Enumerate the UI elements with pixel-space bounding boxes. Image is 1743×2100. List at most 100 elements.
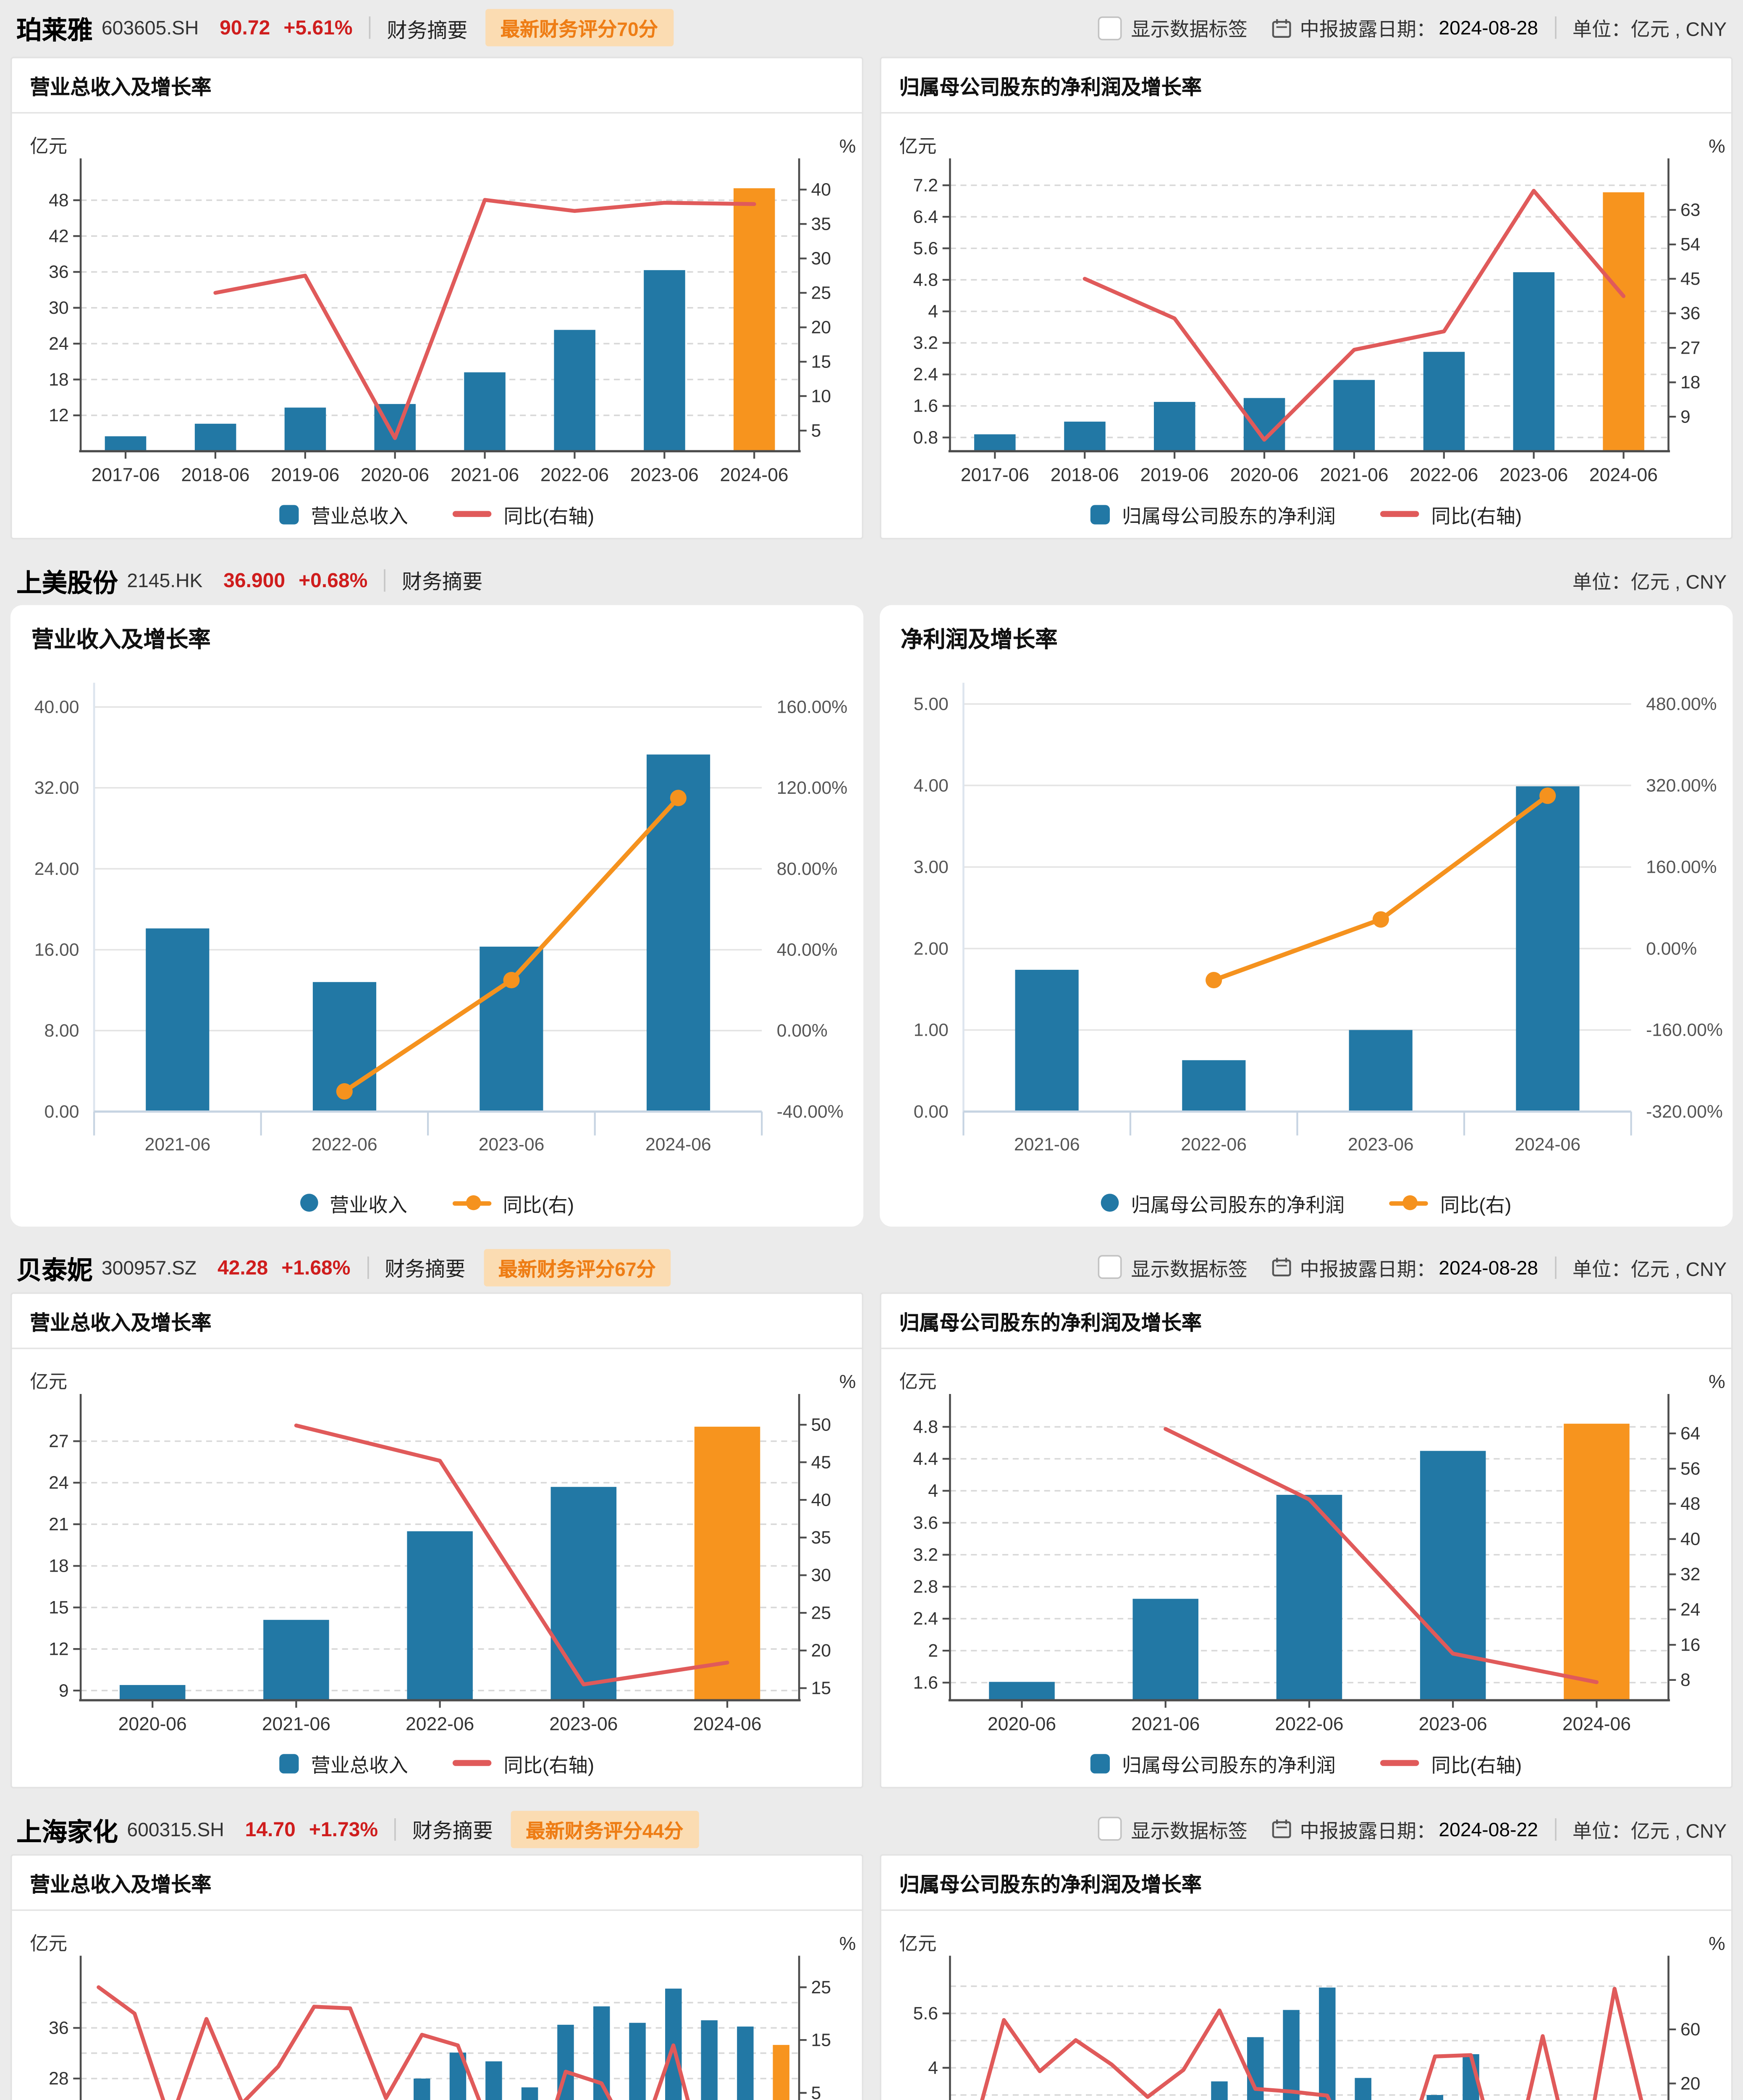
svg-text:2021-06: 2021-06	[145, 1134, 211, 1155]
legend-bar-series[interactable]: 营业收入	[299, 1189, 407, 1217]
legend-bar-series[interactable]: 归属母公司股东的净利润	[1101, 1189, 1345, 1217]
bar-series-marker	[279, 504, 299, 524]
svg-text:2024-06: 2024-06	[693, 1714, 761, 1734]
divider	[394, 1817, 396, 1840]
line-series-marker	[452, 1195, 491, 1210]
company-block: 上美股份 2145.HK 36.900 +0.68% 财务摘要 单位：亿元 , …	[10, 556, 1733, 1227]
svg-text:0.00: 0.00	[44, 1102, 79, 1122]
calendar-icon	[1272, 1257, 1292, 1277]
svg-text:25: 25	[811, 283, 831, 303]
show-data-labels-label: 显示数据标签	[1131, 1819, 1248, 1842]
legend-line-series[interactable]: 同比(右轴)	[453, 1749, 594, 1777]
show-data-labels-checkbox[interactable]	[1098, 1816, 1122, 1841]
chart-title: 净利润及增长率	[901, 627, 1058, 653]
svg-text:2020-06: 2020-06	[988, 1714, 1056, 1734]
svg-text:2018-06: 2018-06	[1051, 465, 1119, 485]
disclosure-date-label: 中报披露日期：	[1300, 18, 1436, 41]
svg-text:亿元: 亿元	[899, 1933, 936, 1954]
company-block: 上海家化 600315.SH 14.70 +1.73% 财务摘要 最新财务评分4…	[10, 1805, 1733, 2100]
financial-summary-link[interactable]: 财务摘要	[402, 570, 483, 593]
legend-bar-series[interactable]: 营业总收入	[279, 500, 408, 528]
svg-text:27: 27	[49, 1431, 68, 1452]
svg-text:4.8: 4.8	[913, 270, 938, 290]
line-series-marker	[453, 511, 492, 517]
disclosure-date-label: 中报披露日期：	[1300, 1819, 1436, 1842]
chart-legend: 归属母公司股东的净利润 同比(右)	[880, 1182, 1733, 1224]
svg-text:亿元: 亿元	[30, 1372, 67, 1392]
svg-text:160.00%: 160.00%	[777, 697, 847, 717]
svg-text:21: 21	[49, 1514, 68, 1534]
svg-text:3.00: 3.00	[914, 857, 949, 877]
legend-line-series[interactable]: 同比(右轴)	[1380, 500, 1522, 528]
svg-text:2022-06: 2022-06	[540, 465, 609, 485]
bar-series-label: 归属母公司股东的净利润	[1122, 504, 1336, 527]
legend-line-series[interactable]: 同比(右轴)	[453, 500, 594, 528]
divider	[1554, 16, 1556, 39]
svg-text:2020-06: 2020-06	[118, 1714, 187, 1734]
svg-text:1.6: 1.6	[913, 1672, 938, 1693]
svg-text:42: 42	[49, 226, 68, 246]
chart-title: 归属母公司股东的净利润及增长率	[881, 1294, 1731, 1349]
company-name: 贝泰妮	[16, 1255, 93, 1284]
svg-text:2021-06: 2021-06	[1014, 1134, 1080, 1155]
svg-text:15: 15	[811, 1678, 831, 1698]
financial-summary-link[interactable]: 财务摘要	[412, 1819, 493, 1843]
legend-line-series[interactable]: 同比(右)	[452, 1189, 574, 1217]
svg-text:18: 18	[1680, 373, 1700, 393]
legend-bar-series[interactable]: 营业总收入	[279, 1749, 408, 1777]
financial-score-badge[interactable]: 最新财务评分44分	[511, 1810, 699, 1848]
svg-text:40: 40	[811, 1490, 831, 1510]
svg-text:2021-06: 2021-06	[451, 465, 519, 485]
company-header: 上美股份 2145.HK 36.900 +0.68% 财务摘要 单位：亿元 , …	[10, 556, 1733, 604]
svg-text:2.4: 2.4	[913, 365, 938, 385]
svg-text:2: 2	[928, 1641, 938, 1661]
bar-series-marker	[1090, 1753, 1110, 1773]
financial-score-badge[interactable]: 最新财务评分70分	[485, 9, 673, 47]
financial-score-badge[interactable]: 最新财务评分67分	[483, 1248, 671, 1286]
line-series-label: 同比(右轴)	[503, 504, 595, 527]
chart-legend: 营业总收入 同比(右轴)	[12, 493, 862, 535]
svg-text:18: 18	[49, 1556, 68, 1576]
svg-text:2021-06: 2021-06	[1320, 465, 1388, 485]
financial-summary-link[interactable]: 财务摘要	[385, 1258, 466, 1281]
svg-text:80.00%: 80.00%	[777, 859, 838, 879]
show-data-labels-checkbox[interactable]	[1098, 16, 1122, 40]
show-data-labels-checkbox[interactable]	[1098, 1255, 1122, 1279]
bar-series-marker	[299, 1194, 318, 1212]
svg-text:6.4: 6.4	[913, 207, 938, 227]
unit-label: 单位：亿元 , CNY	[1572, 1257, 1727, 1280]
legend-line-series[interactable]: 同比(右轴)	[1380, 1749, 1522, 1777]
chart-panel-right: 归属母公司股东的净利润及增长率 1.6 2 2.4 2.8 3.2 3.6 4 4.4 4.8 8…	[880, 1292, 1733, 1789]
svg-text:4: 4	[928, 1481, 938, 1501]
bar-series-label: 归属母公司股东的净利润	[1122, 1753, 1336, 1776]
stock-price: 14.70	[245, 1817, 296, 1840]
stock-change-percent: +1.68%	[281, 1255, 351, 1278]
svg-text:9: 9	[1680, 407, 1691, 427]
legend-line-series[interactable]: 同比(右)	[1389, 1189, 1512, 1217]
svg-text:40.00%: 40.00%	[777, 940, 838, 960]
bar-line-chart: 0.8 1.6 2.4 3.2 4 4.8 5.6 6.4 7.2 9 18 27 36 45 54 63 亿元…	[899, 136, 1725, 486]
svg-text:1.00: 1.00	[914, 1020, 949, 1040]
calendar-icon	[1272, 18, 1292, 37]
chart-panel-right: 归属母公司股东的净利润及增长率 0.82.445.6-60-202060亿元%2…	[880, 1854, 1733, 2100]
svg-text:-160.00%: -160.00%	[1646, 1020, 1723, 1040]
legend-bar-series[interactable]: 归属母公司股东的净利润	[1090, 500, 1336, 528]
svg-text:40: 40	[1680, 1529, 1700, 1549]
svg-text:4.4: 4.4	[913, 1449, 938, 1469]
divider	[1554, 1255, 1556, 1278]
line-series-label: 同比(右)	[1440, 1193, 1512, 1215]
svg-text:2017-06: 2017-06	[961, 465, 1029, 485]
company-code: 603605.SH	[101, 16, 199, 39]
svg-text:25: 25	[811, 1603, 831, 1623]
svg-text:35: 35	[811, 1528, 831, 1548]
financial-summary-link[interactable]: 财务摘要	[387, 18, 468, 41]
chart-legend: 营业总收入 同比(右轴)	[12, 1742, 862, 1784]
show-data-labels-label: 显示数据标签	[1131, 1257, 1248, 1280]
svg-text:0.00%: 0.00%	[777, 1021, 828, 1041]
svg-text:10: 10	[811, 386, 831, 406]
svg-text:60: 60	[1680, 2019, 1700, 2040]
legend-bar-series[interactable]: 归属母公司股东的净利润	[1090, 1749, 1336, 1777]
svg-text:8.00: 8.00	[44, 1021, 79, 1041]
svg-text:64: 64	[1680, 1423, 1700, 1444]
svg-text:24: 24	[49, 333, 68, 354]
